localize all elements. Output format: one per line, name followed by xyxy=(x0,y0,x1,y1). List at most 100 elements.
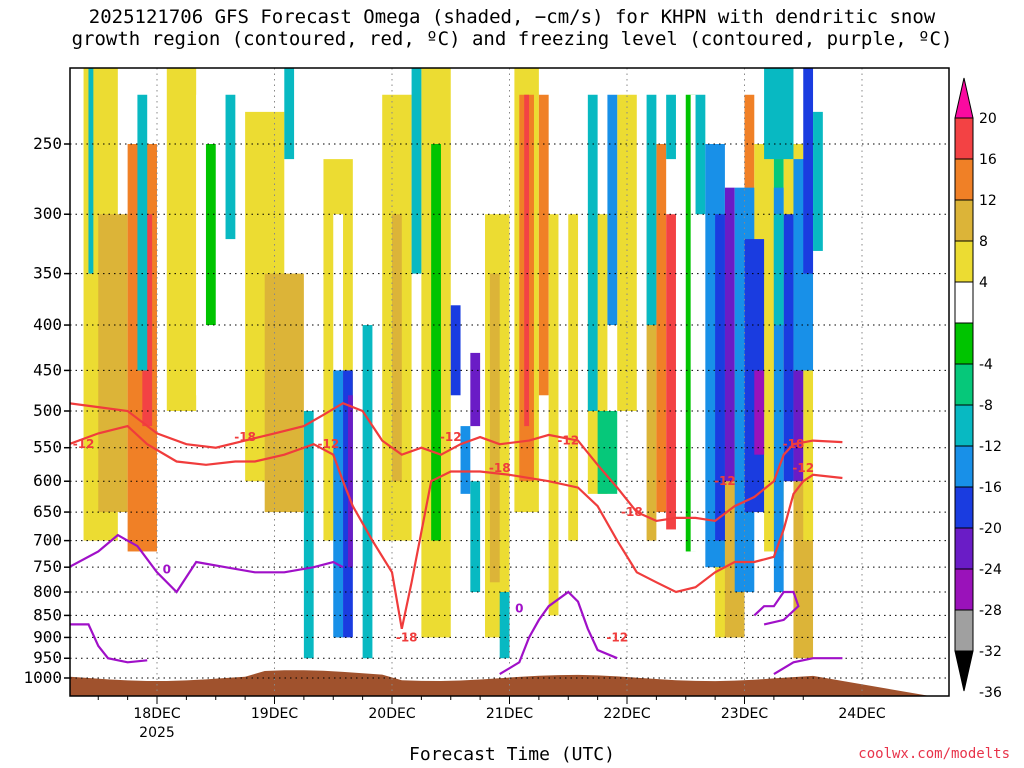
contour-label-red: -18 xyxy=(234,430,256,444)
omega-band-45 xyxy=(225,94,236,240)
colorbar-top-triangle xyxy=(954,77,974,119)
omega-band-67 xyxy=(783,214,794,482)
y-tick-label: 850 xyxy=(33,605,62,624)
omega-band-53 xyxy=(470,481,481,593)
colorbar-box xyxy=(954,322,974,365)
omega-band-24 xyxy=(548,214,559,616)
colorbar-box xyxy=(954,117,974,160)
omega-band-51 xyxy=(362,325,373,659)
colorbar-box xyxy=(954,609,974,652)
contour-label-red: -18 xyxy=(396,630,418,644)
colorbar-tick-label: -20 xyxy=(979,521,1002,537)
omega-band-73 xyxy=(773,214,784,326)
omega-shading xyxy=(83,68,823,659)
omega-band-68 xyxy=(793,273,804,482)
omega-band-14 xyxy=(431,144,441,541)
omega-band-31 xyxy=(666,214,676,530)
x-axis: 18DEC 19DEC 20DEC 21DEC 22DEC 23DEC 24DEC 2025 xyxy=(97,696,886,741)
omega-band-17 xyxy=(470,352,481,427)
grid xyxy=(70,68,949,696)
omega-band-43 xyxy=(88,68,94,274)
omega-band-61 xyxy=(715,214,725,541)
y-tick-label: 600 xyxy=(33,471,62,490)
omega-band-15 xyxy=(450,305,461,396)
contour-zero-2 xyxy=(70,623,148,664)
colorbar-tick-label: -36 xyxy=(979,685,1002,701)
colorbar-box xyxy=(954,240,974,283)
x-tick-label: 22DEC xyxy=(603,706,650,722)
colorbar-tick-label: -24 xyxy=(979,562,1002,578)
omega-band-48 xyxy=(333,370,344,638)
y-tick-label: 350 xyxy=(33,264,62,283)
omega-band-42 xyxy=(803,325,814,541)
y-tick-label: 550 xyxy=(33,438,62,457)
y-tick-label: 450 xyxy=(33,360,62,379)
credit-text: coolwx.com/modelts xyxy=(858,746,1010,762)
omega-band-56 xyxy=(607,94,618,326)
omega-band-3 xyxy=(166,68,197,412)
colorbar-box xyxy=(954,281,974,324)
omega-band-72 xyxy=(764,68,794,160)
contour-label-red: -12 xyxy=(792,461,814,475)
contours: -12 -18 -12 -18 -12 -18 -12 -18 -12 -12 -18 -12 0 0 xyxy=(70,401,843,676)
title-line-2: growth region (contoured, red, ºC) and f… xyxy=(71,28,953,50)
y-tick-label: 950 xyxy=(33,648,62,667)
x-axis-label: Forecast Time (UTC) xyxy=(409,744,615,765)
omega-band-19 xyxy=(489,273,500,583)
omega-band-71 xyxy=(813,111,823,251)
colorbar-box xyxy=(954,527,974,570)
contour-zero-3 xyxy=(499,590,618,676)
colorbar-tick-label: 12 xyxy=(979,193,997,209)
x-tick-label: 21DEC xyxy=(486,706,533,722)
title-line-1: 2025121706 GFS Forecast Omega (shaded, −… xyxy=(88,6,936,28)
contour-minus12 xyxy=(70,424,843,630)
contour-zero-1 xyxy=(70,533,344,594)
terrain-fill xyxy=(70,670,930,696)
colorbar-bottom-triangle xyxy=(954,650,974,692)
omega-band-25 xyxy=(568,214,579,541)
omega-band-28 xyxy=(617,94,637,411)
x-year-label: 2025 xyxy=(139,725,175,741)
contour-label-red: -12 xyxy=(606,630,628,644)
contour-label-red: -12 xyxy=(73,437,95,451)
colorbar-tick-label: 16 xyxy=(979,152,997,168)
contour-label-purple: 0 xyxy=(163,563,171,577)
omega-band-8 xyxy=(264,273,304,513)
omega-band-22 xyxy=(524,94,530,427)
colorbar-tick-label: -8 xyxy=(979,398,993,414)
colorbar-tick-label: -12 xyxy=(979,439,1002,455)
colorbar-tick-label: -32 xyxy=(979,644,1002,660)
omega-band-47 xyxy=(303,411,314,659)
colorbar-box xyxy=(954,486,974,529)
colorbar-tick-label: -28 xyxy=(979,603,1002,619)
contour-zero-4 xyxy=(753,590,800,626)
colorbar-tick-label: -4 xyxy=(979,357,993,373)
omega-band-54 xyxy=(499,592,510,659)
omega-band-10 xyxy=(333,214,344,448)
contour-label-red: -12 xyxy=(440,430,462,444)
contour-label-red: -12 xyxy=(318,437,340,451)
terrain xyxy=(70,670,930,696)
omega-band-59 xyxy=(695,94,706,215)
x-tick-label: 19DEC xyxy=(251,706,298,722)
contour-label-red: -18 xyxy=(489,461,511,475)
y-tick-label: 650 xyxy=(33,502,62,521)
omega-band-46 xyxy=(284,68,295,160)
contour-label-red: -18 xyxy=(621,505,643,519)
omega-band-70 xyxy=(803,68,814,274)
colorbar-box xyxy=(954,445,974,488)
x-tick-label: 24DEC xyxy=(838,706,885,722)
colorbar-box xyxy=(954,404,974,447)
omega-band-30 xyxy=(656,144,667,513)
y-tick-label: 1000 xyxy=(23,668,62,687)
contour-label-red: -12 xyxy=(714,474,736,488)
omega-band-16 xyxy=(460,426,471,494)
contour-label-purple: 0 xyxy=(515,602,523,616)
omega-band-29 xyxy=(646,214,657,541)
y-tick-label: 300 xyxy=(33,204,62,223)
x-tick-label: 20DEC xyxy=(368,706,415,722)
omega-band-66 xyxy=(773,187,784,593)
contour-label-red: -18 xyxy=(783,437,805,451)
omega-band-65 xyxy=(754,370,765,455)
y-tick-label: 500 xyxy=(33,401,62,420)
